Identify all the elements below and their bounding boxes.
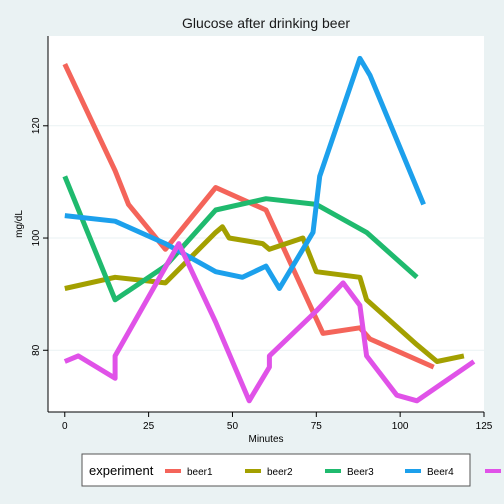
y-tick-label: 120: [31, 117, 42, 134]
legend-label-beer2: beer2: [267, 467, 293, 478]
series-line-beer5: [63, 241, 476, 404]
legend-label-beer4: Beer4: [427, 467, 454, 478]
x-tick-label: 100: [392, 421, 409, 432]
legend-label-beer3: Beer3: [347, 467, 374, 478]
x-axis-ticks: 0 25 50 75 100 125: [62, 412, 493, 432]
x-tick-label: 75: [311, 421, 323, 432]
series-line-beer2: [64, 224, 465, 364]
chart-title: Glucose after drinking beer: [182, 15, 350, 31]
series-line-beer3: [62, 175, 419, 303]
x-tick-label: 25: [143, 421, 155, 432]
legend-title: experiment: [89, 463, 154, 478]
y-axis-ticks: 80 100 120: [31, 117, 48, 356]
legend-items: beer1beer2Beer3Beer4Beer5: [165, 467, 501, 478]
series-line-beer4: [64, 55, 426, 291]
y-tick-label: 100: [31, 229, 42, 246]
x-tick-label: 0: [62, 421, 68, 432]
x-axis-title: Minutes: [248, 434, 283, 445]
legend: experiment beer1beer2Beer3Beer4Beer5: [81, 453, 501, 487]
y-axis-title: mg/dL: [14, 210, 25, 238]
x-tick-label: 125: [476, 421, 493, 432]
series-lines: [62, 55, 476, 404]
x-tick-label: 50: [227, 421, 239, 432]
y-tick-label: 80: [31, 344, 42, 356]
legend-label-beer1: beer1: [187, 467, 213, 478]
